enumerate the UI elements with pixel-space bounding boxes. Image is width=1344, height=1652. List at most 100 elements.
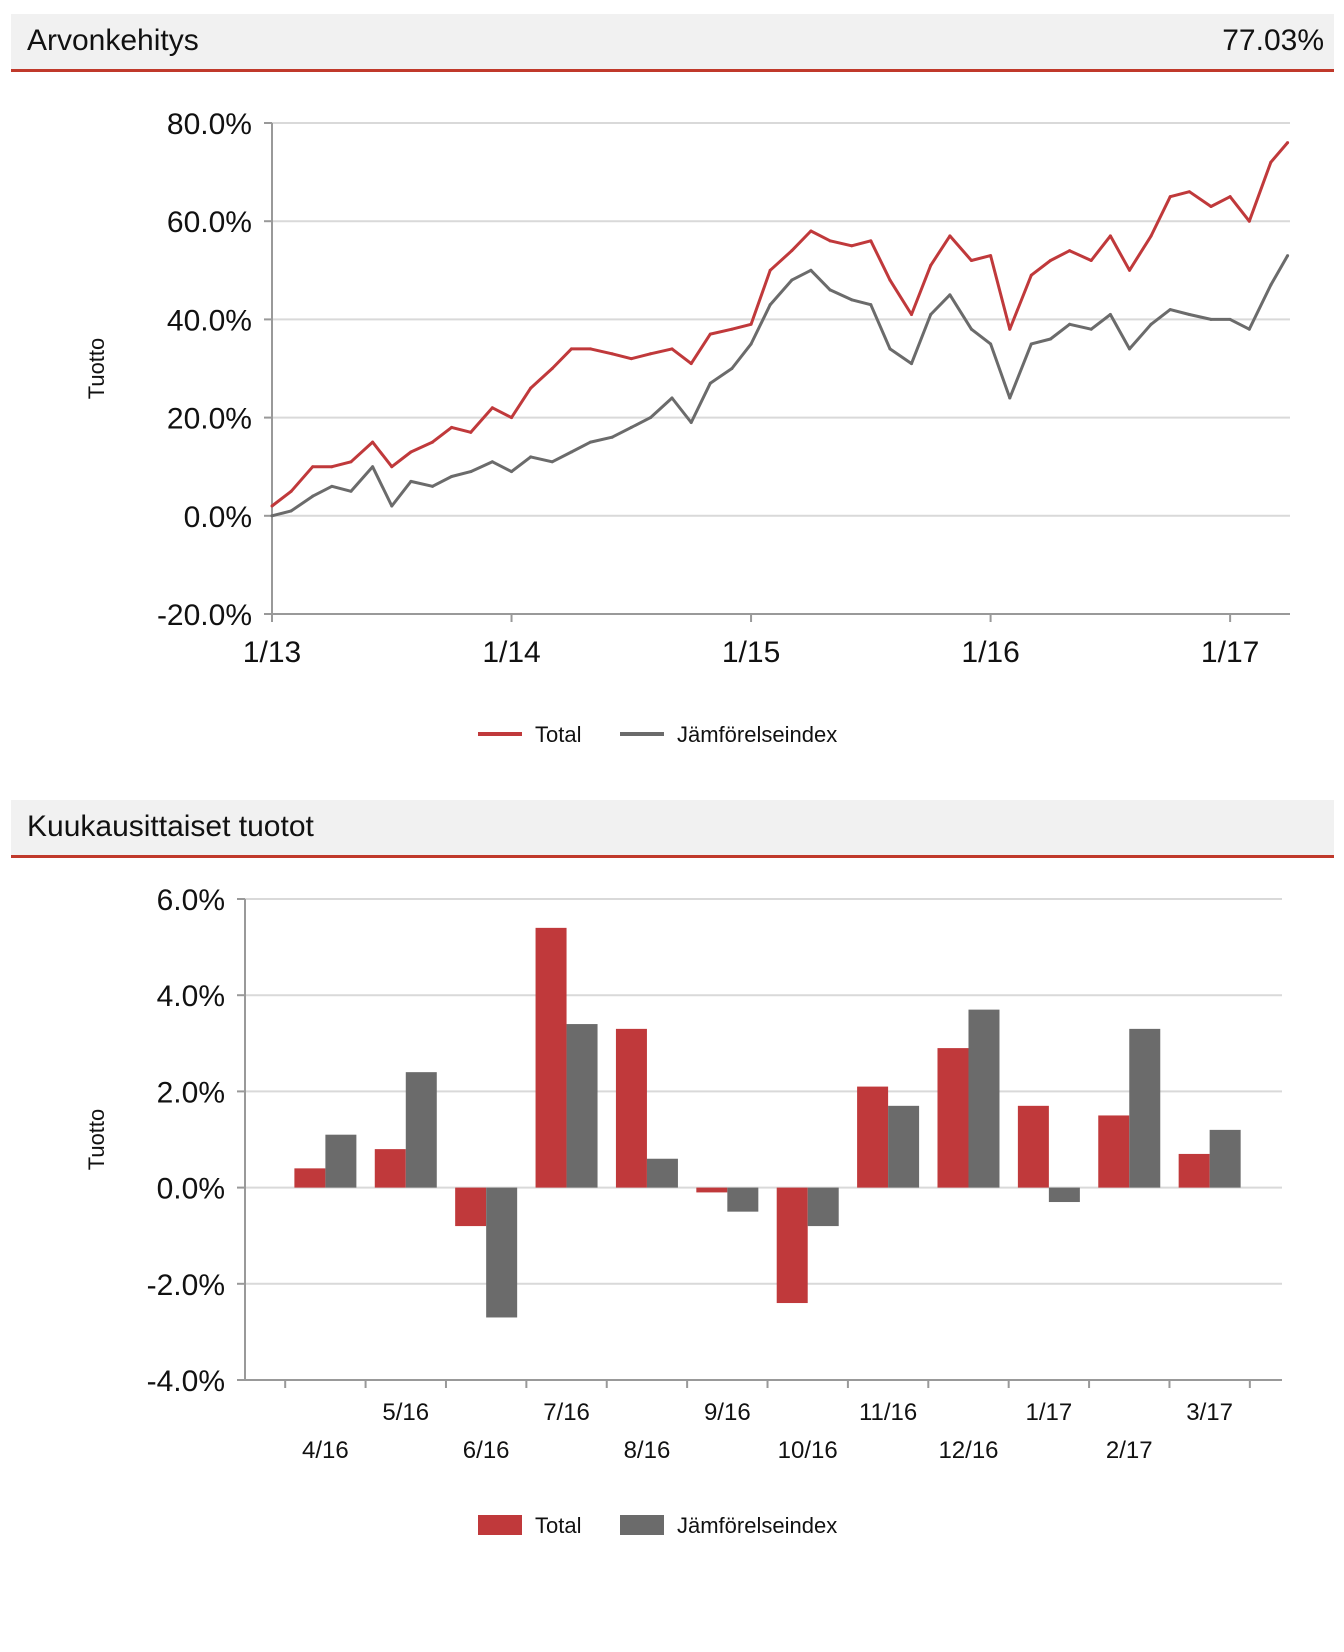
data-point [550,367,554,370]
x-tick-label: 7/16 [543,1399,590,1426]
data-point [749,342,753,346]
data-point [730,327,734,331]
bar-index [1209,1129,1241,1188]
data-point [910,312,914,316]
bar-index [1129,1028,1161,1188]
series-total [270,141,1290,508]
legend-swatch-index [620,1515,664,1535]
data-point [888,278,892,282]
data-point [1108,234,1112,238]
data-point [869,303,873,307]
x-tick-label: 8/16 [624,1437,671,1464]
data-point [1128,347,1132,351]
bar-index [646,1158,678,1188]
x-tick-label: 1/14 [482,636,540,669]
y-tick-label: 20.0% [167,403,252,436]
data-point [510,470,514,474]
data-point [768,303,772,307]
data-point [1209,317,1213,321]
data-point [689,362,693,366]
data-point [1247,219,1251,223]
data-point [989,254,993,258]
data-point [1029,273,1033,277]
bar-index [1048,1187,1080,1203]
data-point [430,440,434,444]
bar-total [374,1149,406,1188]
series-line [271,254,1289,518]
x-tick-label: 3/17 [1186,1399,1233,1426]
data-point [670,347,674,351]
y-tick-label: -2.0% [147,1269,225,1302]
data-point [349,489,353,493]
data-point [910,362,914,366]
data-point [270,504,274,508]
data-point [371,440,375,444]
bar-total [1178,1153,1210,1188]
data-point [1187,190,1191,194]
bar-index [888,1105,920,1188]
legend-label-index: Jämförelseindex [677,1513,837,1538]
x-tick-label: 1/17 [1201,636,1259,669]
data-point [1247,327,1251,331]
x-tick-label: 11/16 [859,1399,917,1426]
data-point [1149,322,1153,326]
data-point [390,504,394,508]
bar-total [937,1048,969,1188]
bar-index [325,1134,357,1188]
data-point [1089,327,1093,331]
y-tick-label: 0.0% [184,501,252,534]
data-point [1286,254,1290,258]
performance-line-chart: 80.0% 60.0% 40.0% 20.0% 0.0% -20.0% 1/13 1/14 1/… [84,108,1290,747]
data-point [311,465,315,469]
data-point [289,509,293,513]
data-point [569,347,573,351]
y-tick-label: 80.0% [167,108,252,141]
data-point [589,440,593,444]
data-point [828,239,832,243]
data-point [969,327,973,331]
data-point [1048,258,1052,262]
y-axis-label: Tuotto [84,1109,109,1171]
data-point [270,514,274,518]
data-point [490,406,494,410]
bar-index [405,1072,437,1188]
bar-total [1017,1105,1049,1188]
data-point [929,263,933,267]
data-point [689,421,693,425]
data-point [850,298,854,302]
series-index [270,254,1290,518]
data-point [1089,258,1093,262]
data-point [569,450,573,454]
data-point [790,249,794,253]
data-point [450,475,454,479]
x-tick-label: 1/15 [722,636,780,669]
x-tick-label: 12/16 [938,1437,998,1464]
y-tick-label: 4.0% [157,980,225,1013]
bar-index [727,1187,759,1212]
data-point [289,489,293,493]
data-point [1209,204,1213,208]
data-point [1128,268,1132,272]
legend-label-total: Total [535,1513,581,1538]
bar-index [968,1009,1000,1188]
data-point [648,416,652,420]
data-point [708,332,712,336]
bar-total [1098,1115,1130,1188]
data-point [790,278,794,282]
data-point [610,435,614,439]
data-point [589,347,593,351]
y-tick-label: 60.0% [167,206,252,239]
x-tick-label: 10/16 [778,1437,838,1464]
y-tick-label: 2.0% [157,1076,225,1109]
data-point [1008,396,1012,400]
data-point [469,470,473,474]
data-point [670,396,674,400]
bar-index [807,1187,839,1227]
data-point [969,258,973,262]
y-tick-label: 6.0% [157,884,225,917]
bar-index [566,1024,598,1188]
data-point [430,484,434,488]
y-axis-label: Tuotto [84,338,109,400]
data-point [510,416,514,420]
